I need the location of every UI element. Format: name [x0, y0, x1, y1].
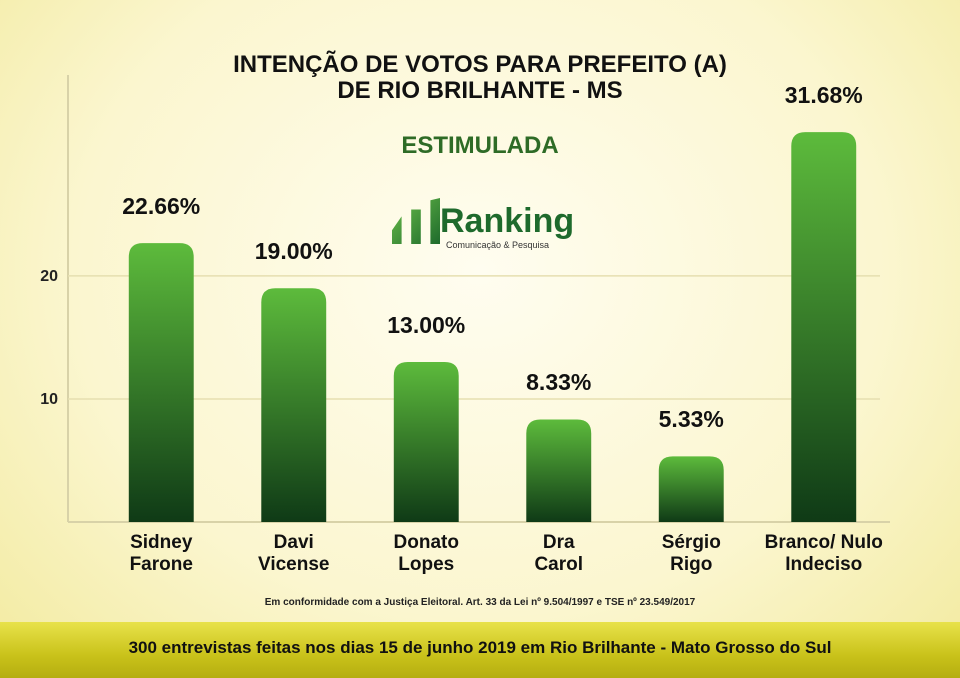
bar: [526, 419, 592, 522]
footer-band: [0, 622, 960, 678]
value-label: 19.00%: [254, 238, 333, 265]
y-tick-label: 20: [40, 268, 58, 285]
chart-title: INTENÇÃO DE VOTOS PARA PREFEITO (A) DE R…: [233, 51, 727, 104]
x-tick-label: Davi Vicense: [258, 532, 330, 575]
x-tick-label: Dra Carol: [534, 532, 584, 575]
bar: [791, 132, 857, 522]
value-label: 31.68%: [784, 82, 863, 109]
value-label: 8.33%: [526, 369, 592, 396]
value-label: 13.00%: [387, 312, 466, 339]
x-tick-label: Branco/ Nulo Indeciso: [764, 532, 883, 575]
x-tick-label: Donato Lopes: [393, 532, 459, 575]
y-tick-label: 10: [40, 391, 58, 408]
bar: [261, 288, 327, 522]
footer: 300 entrevistas feitas nos dias 15 de ju…: [128, 638, 832, 657]
logo-tagline: Comunicação & Pesquisa: [446, 240, 550, 250]
bar: [128, 243, 194, 522]
logo-name: Ranking: [440, 202, 575, 240]
bar: [393, 362, 459, 522]
bar: [658, 456, 724, 522]
value-label: 5.33%: [658, 406, 724, 433]
x-tick-label: Sidney Farone: [129, 532, 193, 575]
x-tick-label: Sérgio Rigo: [661, 532, 721, 575]
value-label: 22.66%: [122, 193, 201, 220]
chart-subtitle: ESTIMULADA: [401, 132, 559, 159]
note: Em conformidade com a Justiça Eleitoral.…: [264, 597, 696, 608]
